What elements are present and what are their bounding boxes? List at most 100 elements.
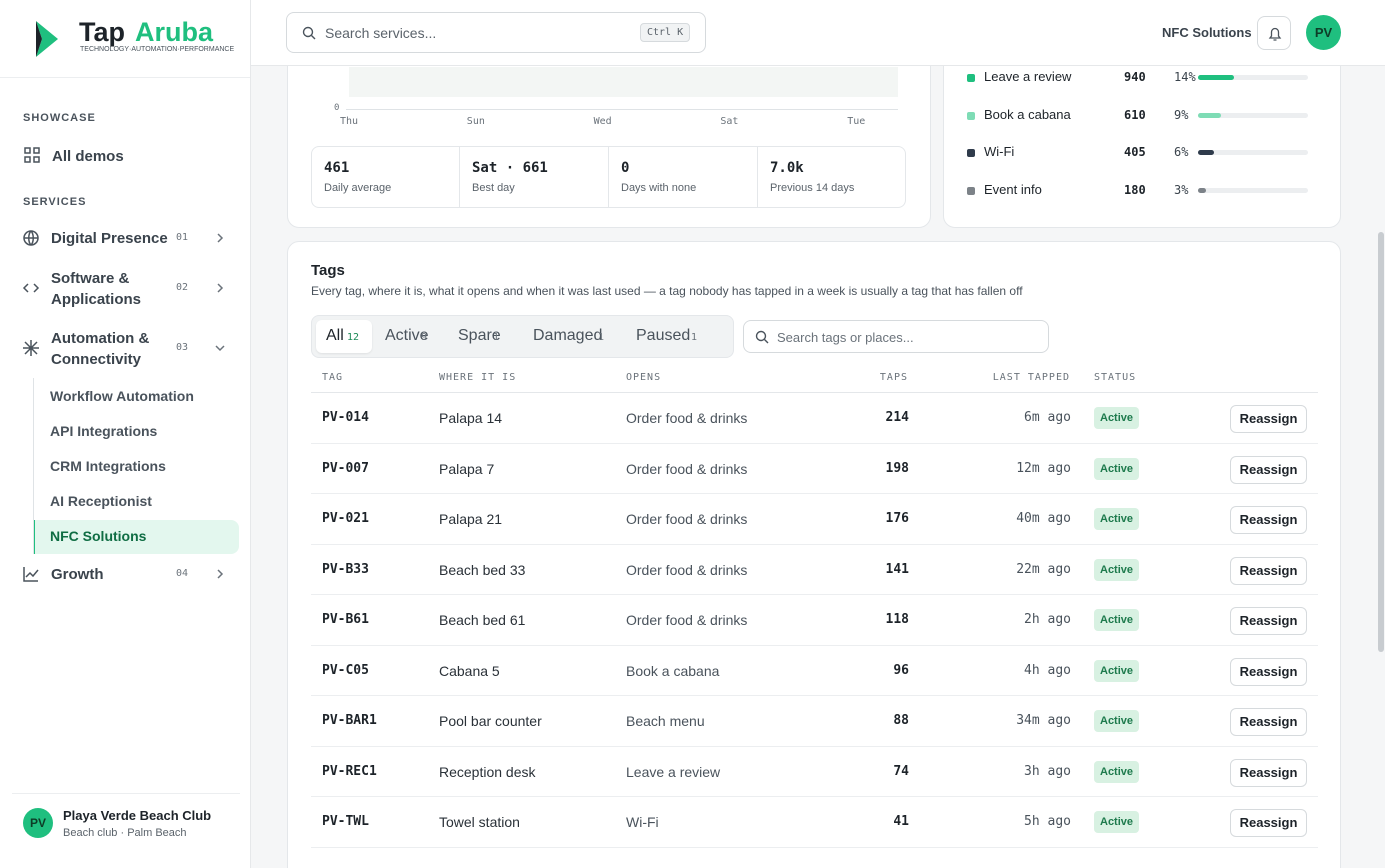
filter-tab[interactable]: Spare 1 — [448, 320, 520, 353]
column-header[interactable]: TAPS — [879, 372, 908, 383]
tag-place: Palapa 21 — [439, 511, 503, 527]
status-badge: Active — [1094, 811, 1140, 833]
filter-label: Active — [385, 327, 429, 344]
table-row: PV-014 Palapa 14 Order food & drinks 214 6m … — [311, 393, 1318, 444]
tag-last-tapped: 22m ago — [1016, 561, 1071, 577]
x-tick-label: Wed — [593, 116, 612, 127]
column-header: TAG — [322, 372, 344, 383]
tag-id: PV-BAR1 — [322, 713, 377, 728]
status-badge: Active — [1094, 609, 1140, 631]
reassign-button[interactable]: Reassign — [1230, 556, 1307, 585]
tag-id: PV-B61 — [322, 612, 369, 627]
account-detail: Beach club · Palm Beach — [63, 827, 187, 839]
chevron[interactable] — [214, 281, 226, 299]
nav-item[interactable]: Growth — [51, 566, 104, 583]
tag-place: Towel station — [439, 814, 520, 830]
nav-item[interactable]: Digital Presence — [51, 230, 168, 247]
column-header[interactable]: LAST TAPPED — [992, 372, 1070, 383]
reassign-button[interactable]: Reassign — [1230, 405, 1307, 433]
x-tick-label: Thu — [340, 116, 359, 127]
nav-item[interactable]: Automation & Connectivity — [51, 330, 150, 368]
nav-icon-svg — [23, 340, 39, 356]
table-row: PV-B61 Beach bed 61 Order food & drinks 118… — [311, 595, 1318, 646]
tag-search[interactable]: Search tags or places... — [743, 320, 1049, 353]
filter-count: 9 — [421, 332, 428, 343]
sub-nav-item[interactable]: Workflow Automation — [50, 388, 194, 404]
grid-icon-svg — [24, 147, 40, 163]
share-bar — [1198, 75, 1235, 80]
sub-nav-item[interactable]: NFC Solutions — [50, 528, 147, 544]
status-badge: Active — [1094, 760, 1140, 783]
legend-dot — [967, 186, 975, 195]
reassign-button[interactable]: Reassign — [1230, 455, 1307, 484]
nav-icon — [22, 339, 40, 362]
stat-label: Best day — [472, 182, 515, 194]
sidebar: Tap Aruba TECHNOLOGY·AUTOMATION·PERFORMANC… — [0, 0, 251, 868]
bar-track — [1198, 187, 1308, 193]
table-row: PV-C05 Cabana 5 Book a cabana 96 4h ago Activ… — [311, 646, 1318, 696]
filter-tab[interactable]: Paused 1 — [626, 320, 716, 353]
sub-nav-item[interactable]: CRM Integrations — [50, 458, 166, 474]
table-row: PV-TWL Towel station Wi-Fi 41 5h ago Active Re… — [311, 797, 1318, 848]
breakdown-share: 14% — [1174, 70, 1196, 84]
breakdown-share: 9% — [1174, 107, 1189, 122]
nav-icon — [22, 279, 40, 302]
tag-id: PV-REC1 — [322, 763, 377, 779]
tag-taps: 198 — [885, 460, 909, 476]
nav-number: 02 — [176, 282, 189, 293]
tag-last-tapped: 12m ago — [1016, 460, 1071, 476]
tag-id: PV-TWL — [322, 814, 369, 829]
table-row: PV-B33 Beach bed 33 Order food & drinks 141… — [311, 545, 1318, 595]
stat-value: Sat · 661 — [472, 160, 548, 176]
divider — [0, 77, 250, 78]
search-icon — [755, 330, 769, 349]
breakdown-label: Wi-Fi — [984, 144, 1015, 159]
filter-group: All 12 Active 9 Spare 1 Damaged 1 Paused 1 — [311, 315, 734, 358]
scrollbar-thumb — [1378, 232, 1384, 652]
reassign-button[interactable]: Reassign — [1230, 708, 1307, 736]
reassign-button[interactable]: Reassign — [1230, 657, 1307, 686]
stat-box: 0 Days with none — [609, 146, 758, 208]
breakdown-label: Book a cabana — [984, 106, 1071, 122]
nav-item[interactable]: Software & Applications — [51, 270, 142, 308]
nav-link[interactable]: All demos — [52, 148, 124, 165]
filter-tab[interactable]: Active 9 — [375, 320, 445, 353]
reassign-button[interactable]: Reassign — [1230, 607, 1307, 635]
tag-last-tapped: 4h ago — [1024, 662, 1071, 678]
breakdown-count: 940 — [1124, 70, 1146, 84]
tag-last-tapped: 2h ago — [1024, 612, 1071, 627]
tag-last-tapped: 3h ago — [1024, 763, 1071, 779]
tag-taps: 74 — [893, 763, 909, 779]
filter-tab[interactable]: All 12 — [316, 320, 372, 353]
current-page: NFC Solutions — [1162, 25, 1252, 40]
stat-box: Sat · 661 Best day — [460, 146, 609, 208]
tag-opens: Beach menu — [626, 713, 705, 729]
tag-opens: Book a cabana — [626, 662, 720, 679]
x-tick-label: Tue — [847, 116, 866, 127]
sub-nav-item[interactable]: AI Receptionist — [50, 493, 152, 509]
breakdown-label: Event info — [984, 181, 1042, 197]
filter-tab[interactable]: Damaged 1 — [523, 320, 623, 353]
tag-place: Reception desk — [439, 763, 536, 780]
nav-number: 03 — [176, 342, 189, 353]
tag-opens: Order food & drinks — [626, 460, 748, 477]
sub-nav-item[interactable]: API Integrations — [50, 423, 158, 439]
chevron[interactable] — [214, 341, 226, 359]
tag-opens: Order food & drinks — [626, 410, 748, 426]
breakdown-label: Leave a review — [984, 69, 1072, 84]
reassign-button[interactable]: Reassign — [1230, 506, 1307, 534]
chevron[interactable] — [214, 567, 226, 585]
reassign-button[interactable]: Reassign — [1230, 809, 1307, 837]
filter-count: 1 — [493, 332, 500, 343]
tag-id: PV-007 — [322, 460, 369, 476]
tag-last-tapped: 6m ago — [1024, 410, 1071, 425]
service-search[interactable]: Search services... Ctrl K — [286, 12, 706, 53]
reassign-button[interactable]: Reassign — [1230, 758, 1307, 787]
user-avatar[interactable]: PV — [1306, 15, 1341, 50]
chevron[interactable] — [214, 231, 226, 249]
tag-taps: 88 — [893, 713, 909, 728]
notifications-button[interactable] — [1257, 16, 1291, 50]
stat-label: Days with none — [621, 182, 697, 194]
shortcut-hint: Ctrl K — [640, 23, 691, 42]
tag-last-tapped: 5h ago — [1024, 814, 1071, 829]
